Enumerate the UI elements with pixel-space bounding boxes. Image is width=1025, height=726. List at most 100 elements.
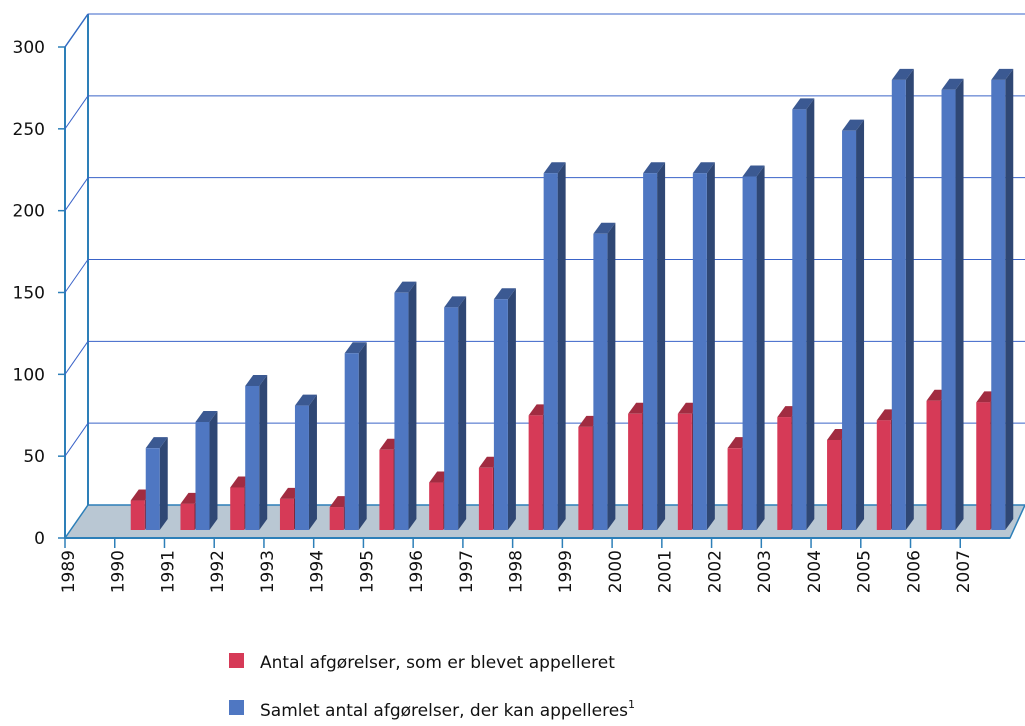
bar-top <box>891 68 914 80</box>
legend-label: Samlet antal afgørelser, der kan appelle… <box>260 698 635 721</box>
bar-front <box>493 299 508 530</box>
bar-front <box>344 353 359 530</box>
bar-side <box>756 165 765 531</box>
bar <box>394 281 417 530</box>
bar <box>991 68 1014 531</box>
bar-top <box>643 162 666 174</box>
bar-side <box>706 162 715 530</box>
bar-side <box>259 374 268 530</box>
bar-front <box>926 400 941 530</box>
bar-side <box>308 394 317 530</box>
x-tick-label: 1991 <box>158 550 178 593</box>
bar-front <box>294 405 309 530</box>
bar-top <box>195 410 218 422</box>
bar <box>195 410 218 530</box>
bar <box>842 119 865 531</box>
legend-note: 1 <box>628 698 635 711</box>
x-tick-label: 1998 <box>507 550 527 593</box>
bar-front <box>827 439 842 530</box>
bar-side <box>657 162 666 530</box>
bar-top <box>692 162 715 174</box>
grid-line <box>64 259 89 293</box>
x-tick-label: 2003 <box>755 550 775 593</box>
bar <box>941 78 964 530</box>
bar-front <box>677 413 692 530</box>
x-tick-label: 2007 <box>954 550 974 593</box>
bar-top <box>742 165 765 177</box>
bar-top <box>444 296 467 308</box>
bar <box>742 165 765 531</box>
bar <box>792 98 815 531</box>
bar-front <box>429 482 444 530</box>
bar-front <box>279 498 294 530</box>
y-tick-label: 50 <box>23 447 45 467</box>
bar <box>493 288 516 530</box>
bar-front <box>643 173 658 530</box>
legend-swatch <box>229 653 244 668</box>
bar-front <box>394 292 409 530</box>
grid-line <box>64 13 89 48</box>
x-tick-label: 1992 <box>208 550 228 593</box>
bar <box>294 394 317 530</box>
x-tick-label: 2002 <box>705 550 725 593</box>
bar-front <box>478 467 493 530</box>
y-tick-label: 150 <box>13 284 45 304</box>
bar-front <box>876 420 891 530</box>
x-tick-label: 2006 <box>904 550 924 593</box>
bar-front <box>891 79 906 531</box>
bar-side <box>159 437 168 530</box>
legend-swatch <box>229 700 244 715</box>
bar <box>344 342 367 530</box>
bar-front <box>742 176 757 531</box>
grid-line <box>64 341 89 375</box>
bar <box>692 162 715 530</box>
bar-top <box>941 78 964 90</box>
x-tick-label: 1997 <box>457 550 477 593</box>
bar-front <box>329 507 344 530</box>
bar-side <box>408 281 417 530</box>
bar-front <box>543 173 558 530</box>
bar <box>145 437 168 530</box>
x-tick-label: 1995 <box>357 550 377 593</box>
bar-front <box>230 487 245 530</box>
bar-front <box>593 233 608 530</box>
bar-front <box>991 79 1006 531</box>
bar-side <box>557 162 566 530</box>
bar-top <box>842 119 865 131</box>
bar-top <box>344 342 367 354</box>
bar-front <box>777 417 792 530</box>
bar-side <box>1005 68 1014 531</box>
y-tick-label: 300 <box>13 38 45 58</box>
bar-top <box>145 437 168 449</box>
bar-front <box>145 448 160 530</box>
bar <box>593 222 616 530</box>
bar-front <box>180 503 195 530</box>
bar-top <box>493 288 516 300</box>
bar-top <box>294 394 317 406</box>
bar-front <box>578 426 593 530</box>
bar-side <box>458 296 467 530</box>
y-tick-label: 200 <box>13 202 45 222</box>
x-tick-label: 1993 <box>258 550 278 593</box>
bar-front <box>628 413 643 530</box>
bar-top <box>245 374 268 386</box>
bar-front <box>792 109 807 531</box>
bar-top <box>991 68 1014 80</box>
bar-top <box>394 281 417 293</box>
bar-front <box>245 385 260 530</box>
x-tick-label: 1996 <box>407 550 427 593</box>
bar-top <box>543 162 566 174</box>
bar-front <box>195 421 210 530</box>
bar-front <box>976 402 991 530</box>
x-tick-label: 1989 <box>59 550 79 593</box>
x-tick-label: 1999 <box>556 550 576 593</box>
y-tick-label: 0 <box>34 529 45 549</box>
grid-line <box>64 422 89 457</box>
bar-side <box>209 410 218 530</box>
x-tick-label: 2004 <box>805 550 825 593</box>
grid-line <box>64 177 89 211</box>
bar-front <box>727 448 742 530</box>
bar-top <box>593 222 616 234</box>
bar <box>643 162 666 530</box>
